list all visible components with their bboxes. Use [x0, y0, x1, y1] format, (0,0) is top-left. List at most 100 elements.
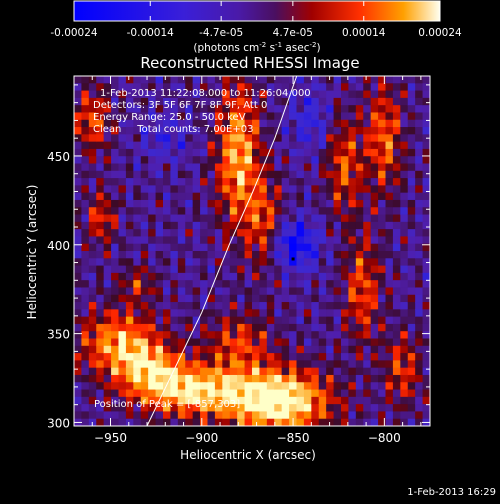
heatmap-cell [370, 323, 379, 332]
heatmap-cell [244, 170, 253, 179]
heatmap-cell [289, 360, 298, 369]
heatmap-cell [200, 83, 209, 92]
heatmap-cell [400, 83, 409, 92]
heatmap-cell [355, 156, 364, 165]
heatmap-cell [341, 185, 350, 194]
heatmap-cell [289, 280, 298, 289]
heatmap-cell [296, 105, 305, 114]
heatmap-cell [148, 323, 157, 332]
heatmap-cell [118, 345, 127, 354]
heatmap-cell [155, 258, 164, 267]
heatmap-cell [296, 192, 305, 201]
heatmap-cell [170, 309, 179, 318]
heatmap-cell [385, 105, 394, 114]
heatmap-cell [163, 90, 172, 99]
heatmap-cell [111, 243, 120, 252]
heatmap-cell [400, 207, 409, 216]
heatmap-cell [400, 229, 409, 238]
heatmap-cell [259, 287, 268, 296]
heatmap-cell [74, 272, 83, 281]
heatmap-cell [177, 148, 186, 157]
heatmap-cell [177, 119, 186, 128]
heatmap-cell [378, 221, 387, 230]
heatmap-cell [237, 404, 246, 413]
heatmap-cell [407, 199, 416, 208]
heatmap-cell [148, 90, 157, 99]
heatmap-cell [88, 112, 97, 121]
heatmap-cell [74, 97, 83, 106]
heatmap-cell [125, 265, 134, 274]
heatmap-cell [252, 404, 261, 413]
heatmap-cell [392, 236, 401, 245]
heatmap-cell [392, 316, 401, 325]
heatmap-cell [318, 178, 327, 186]
heatmap-cell [289, 404, 298, 413]
heatmap-cell [103, 221, 112, 230]
heatmap-cell [266, 83, 275, 92]
heatmap-cell [422, 294, 430, 303]
heatmap-cell [259, 221, 268, 230]
heatmap-cell [222, 287, 231, 296]
heatmap-cell [177, 112, 186, 121]
heatmap-cell [200, 207, 209, 216]
heatmap-cell [378, 199, 387, 208]
heatmap-cell [148, 272, 157, 281]
heatmap-cell [355, 287, 364, 296]
heatmap-cell [163, 170, 172, 179]
heatmap-cell [378, 214, 387, 223]
heatmap-cell [311, 280, 320, 289]
heatmap-cell [125, 236, 134, 245]
heatmap-cell [407, 236, 416, 245]
heatmap-cell [96, 309, 105, 318]
heatmap-cell [311, 331, 320, 340]
heatmap-cell [74, 229, 83, 238]
heatmap-cell [214, 178, 223, 186]
heatmap-cell [140, 243, 149, 252]
heatmap-cell [326, 243, 335, 252]
heatmap-cell [111, 112, 120, 121]
heatmap-cell [333, 280, 342, 289]
heatmap-cell [170, 418, 179, 426]
heatmap-cell [252, 243, 261, 252]
heatmap-cell [415, 302, 424, 310]
heatmap-cell [363, 83, 372, 92]
heatmap-cell [296, 404, 305, 413]
heatmap-cell [170, 258, 179, 267]
heatmap-cell [148, 294, 157, 303]
heatmap-cell [341, 272, 350, 281]
heatmap-cell [259, 258, 268, 267]
heatmap-cell [192, 338, 201, 347]
heatmap-cell [274, 302, 283, 310]
heatmap-cell [318, 156, 327, 165]
heatmap-cell [163, 221, 172, 230]
heatmap-cell [281, 243, 290, 252]
heatmap-cell [103, 236, 112, 245]
heatmap-cell [237, 338, 246, 347]
heatmap-cell [214, 258, 223, 267]
heatmap-cell [81, 272, 90, 281]
heatmap-cell [289, 382, 298, 391]
heatmap-cell [392, 163, 401, 172]
heatmap-cell [185, 272, 194, 281]
heatmap-cell [111, 192, 120, 201]
heatmap-cell [259, 148, 268, 157]
heatmap-cell [103, 76, 112, 84]
heatmap-cell [177, 309, 186, 318]
heatmap-cell [252, 258, 261, 267]
heatmap-cell [192, 294, 201, 303]
heatmap-cell [407, 251, 416, 259]
heatmap-cell [88, 185, 97, 194]
heatmap-cell [88, 163, 97, 172]
heatmap-cell [415, 192, 424, 201]
heatmap-cell [192, 119, 201, 128]
heatmap-cell [259, 396, 268, 405]
heatmap-cell [155, 338, 164, 347]
heatmap-cell [207, 404, 216, 413]
heatmap-cell [311, 243, 320, 252]
heatmap-cell [118, 83, 127, 92]
heatmap-cell [125, 148, 134, 157]
heatmap-cell [400, 265, 409, 274]
heatmap-cell [118, 316, 127, 325]
heatmap-cell [370, 192, 379, 201]
heatmap-cell [266, 265, 275, 274]
